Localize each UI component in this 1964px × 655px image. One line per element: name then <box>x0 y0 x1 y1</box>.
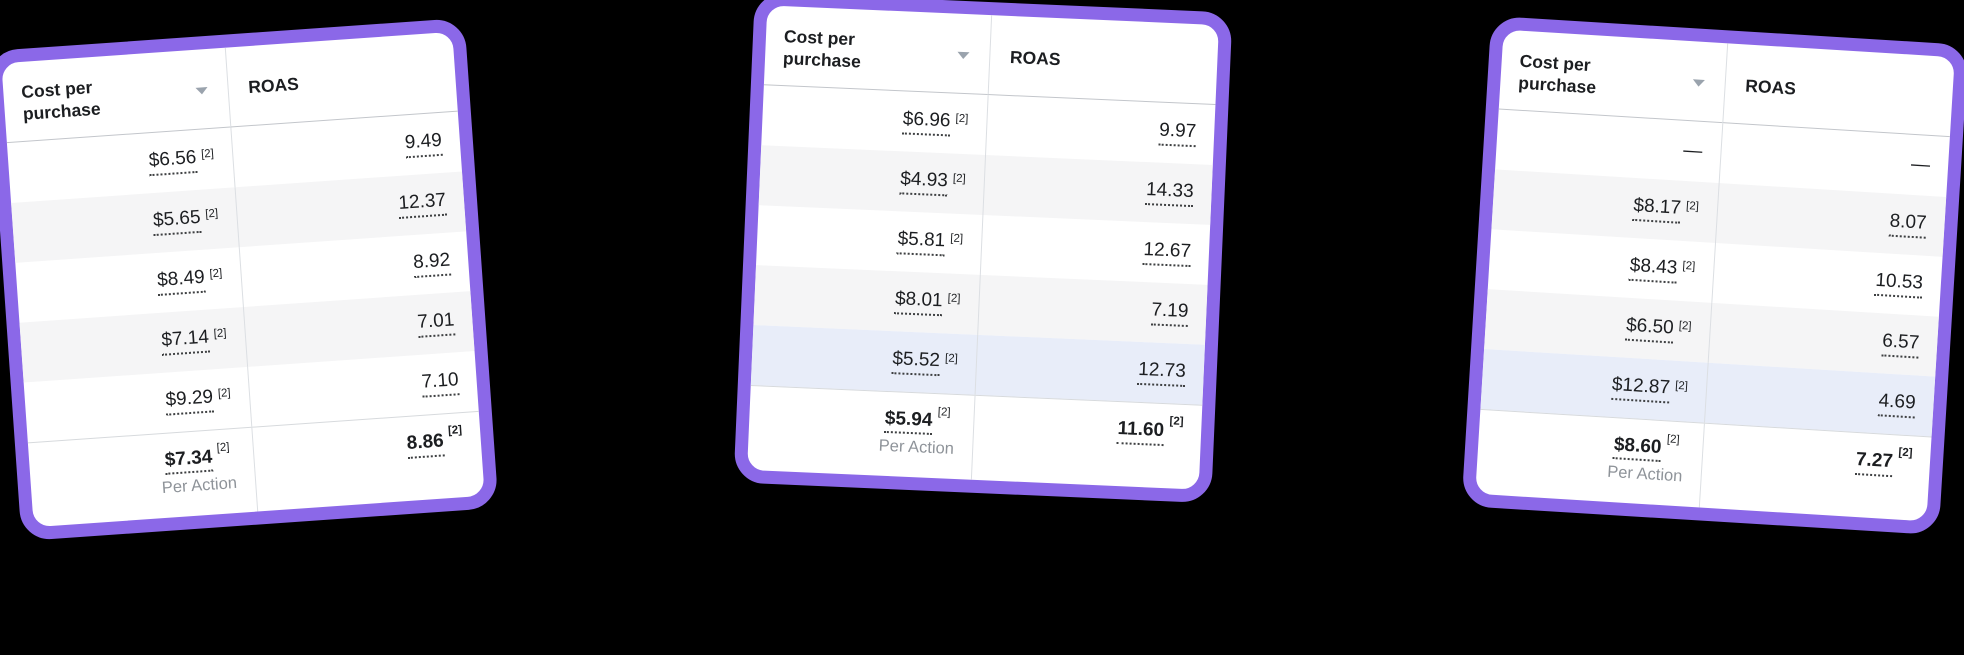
cost-value: $5.52 <box>891 348 941 377</box>
footnote-ref: [2] <box>944 352 959 366</box>
roas-value: 7.10 <box>420 369 460 398</box>
footnote-ref: [2] <box>1169 415 1184 428</box>
cost-value: $6.96 <box>902 108 951 137</box>
footnote-ref: [2] <box>213 327 227 341</box>
roas-value: 7.19 <box>1150 299 1189 328</box>
footnote-ref: [2] <box>1898 446 1913 460</box>
caret-down-icon <box>956 51 970 60</box>
roas-cell: 14.33 <box>982 154 1213 225</box>
footer-roas-value: 11.60 <box>1116 418 1165 447</box>
footnote-ref: [2] <box>209 267 223 281</box>
cost-per-purchase-label: Cost per purchase <box>1517 50 1597 97</box>
footnote-ref: [2] <box>1666 433 1681 446</box>
cost-per-purchase-header[interactable]: Cost per purchase <box>1 47 231 144</box>
per-action-label: Per Action <box>161 473 238 498</box>
footer-cost-cell: $8.60 [2] Per Action <box>1475 410 1703 508</box>
cost-value: $5.65 <box>152 206 202 237</box>
footer-roas-value: 8.86 <box>406 430 445 459</box>
footnote-ref: [2] <box>200 147 215 161</box>
cost-per-purchase-header[interactable]: Cost per purchase <box>1498 29 1727 124</box>
roas-value: 9.49 <box>404 129 443 159</box>
cost-cell: $5.52 [2] <box>751 325 977 395</box>
cost-value: $5.81 <box>897 228 946 257</box>
footnote-ref: [2] <box>1682 260 1696 273</box>
roas-value: 14.33 <box>1145 179 1195 208</box>
cost-per-purchase-label: Cost per purchase <box>782 26 862 71</box>
footer-roas-cell: 7.27 [2] <box>1698 423 1932 522</box>
footnote-ref: [2] <box>216 441 230 454</box>
footnote-ref: [2] <box>937 405 951 419</box>
roas-value: 4.69 <box>1877 390 1917 419</box>
footnote-ref: [2] <box>1674 379 1689 393</box>
roas-value: 6.57 <box>1881 330 1920 359</box>
footer-roas-value: 7.27 <box>1855 448 1894 478</box>
footer-cost-value: $7.34 <box>164 446 214 475</box>
cost-per-purchase-label: Cost per purchase <box>20 77 102 124</box>
footnote-ref: [2] <box>947 292 961 306</box>
footer-cost-cell: $5.94 [2] Per Action <box>747 386 974 480</box>
footnote-ref: [2] <box>955 112 969 126</box>
footer-cost-value: $5.94 <box>884 407 933 435</box>
cost-value: $6.50 <box>1625 314 1675 344</box>
roas-cell: 12.67 <box>979 214 1211 285</box>
roas-value: 12.67 <box>1142 239 1192 268</box>
roas-cell: 12.73 <box>974 334 1205 405</box>
footnote-ref: [2] <box>204 207 219 221</box>
roas-value: 8.07 <box>1888 210 1928 239</box>
footnote-ref: [2] <box>447 424 463 438</box>
footnote-ref: [2] <box>952 172 966 186</box>
metrics-table-card: Cost per purchase ROAS $6.96 [2] 9.97 $4.… <box>733 0 1233 504</box>
cost-value: $9.29 <box>164 386 215 416</box>
roas-header[interactable]: ROAS <box>987 15 1219 106</box>
footnote-ref: [2] <box>1685 200 1700 213</box>
footer-roas-cell: 8.86 [2] <box>251 411 485 512</box>
roas-label: ROAS <box>1744 75 1797 99</box>
caret-down-icon <box>1692 79 1705 87</box>
footer-roas-cell: 11.60 [2] <box>970 395 1203 490</box>
cost-value: $7.14 <box>160 326 210 356</box>
roas-value: 7.01 <box>416 309 456 338</box>
caret-down-icon <box>195 87 208 95</box>
per-action-label: Per Action <box>878 436 955 458</box>
footer-cost-cell: $7.34 [2] Per Action <box>28 428 257 527</box>
cost-value: $8.01 <box>894 288 944 317</box>
cost-cell: $6.96 [2] <box>761 85 987 155</box>
cost-value: $8.17 <box>1632 194 1682 224</box>
cost-cell: $5.81 [2] <box>756 205 982 275</box>
roas-cell: 9.97 <box>984 95 1216 165</box>
cost-value: $8.43 <box>1628 254 1678 284</box>
cost-value: $6.56 <box>148 146 198 177</box>
cost-cell: $4.93 [2] <box>759 145 985 215</box>
footnote-ref: [2] <box>1678 319 1692 333</box>
footnote-ref: [2] <box>950 232 964 246</box>
footer-cost-value: $8.60 <box>1613 434 1663 463</box>
roas-value: — <box>1910 153 1931 176</box>
cost-value: $4.93 <box>899 168 949 197</box>
footnote-ref: [2] <box>217 387 232 401</box>
roas-label: ROAS <box>1009 46 1062 70</box>
metrics-table-card: Cost per purchase ROAS — — $8.17 [2] 8.07… <box>1461 15 1964 536</box>
roas-value: 9.97 <box>1158 119 1197 148</box>
roas-value: 12.73 <box>1137 358 1187 387</box>
roas-header[interactable]: ROAS <box>1722 43 1955 138</box>
cost-cell: $8.01 [2] <box>753 265 979 335</box>
metrics-table-card: Cost per purchase ROAS $6.56 [2] 9.49 $5.… <box>0 17 499 542</box>
cost-value: $12.87 <box>1611 373 1671 404</box>
roas-value: 10.53 <box>1874 269 1924 299</box>
roas-cell: 7.19 <box>976 274 1208 345</box>
roas-label: ROAS <box>247 73 300 97</box>
cost-value: — <box>1682 139 1703 162</box>
per-action-label: Per Action <box>1606 462 1683 486</box>
cost-value: $8.49 <box>156 266 206 296</box>
roas-value: 8.92 <box>412 249 452 279</box>
cost-per-purchase-header[interactable]: Cost per purchase <box>763 5 991 96</box>
roas-value: 12.37 <box>397 189 448 219</box>
